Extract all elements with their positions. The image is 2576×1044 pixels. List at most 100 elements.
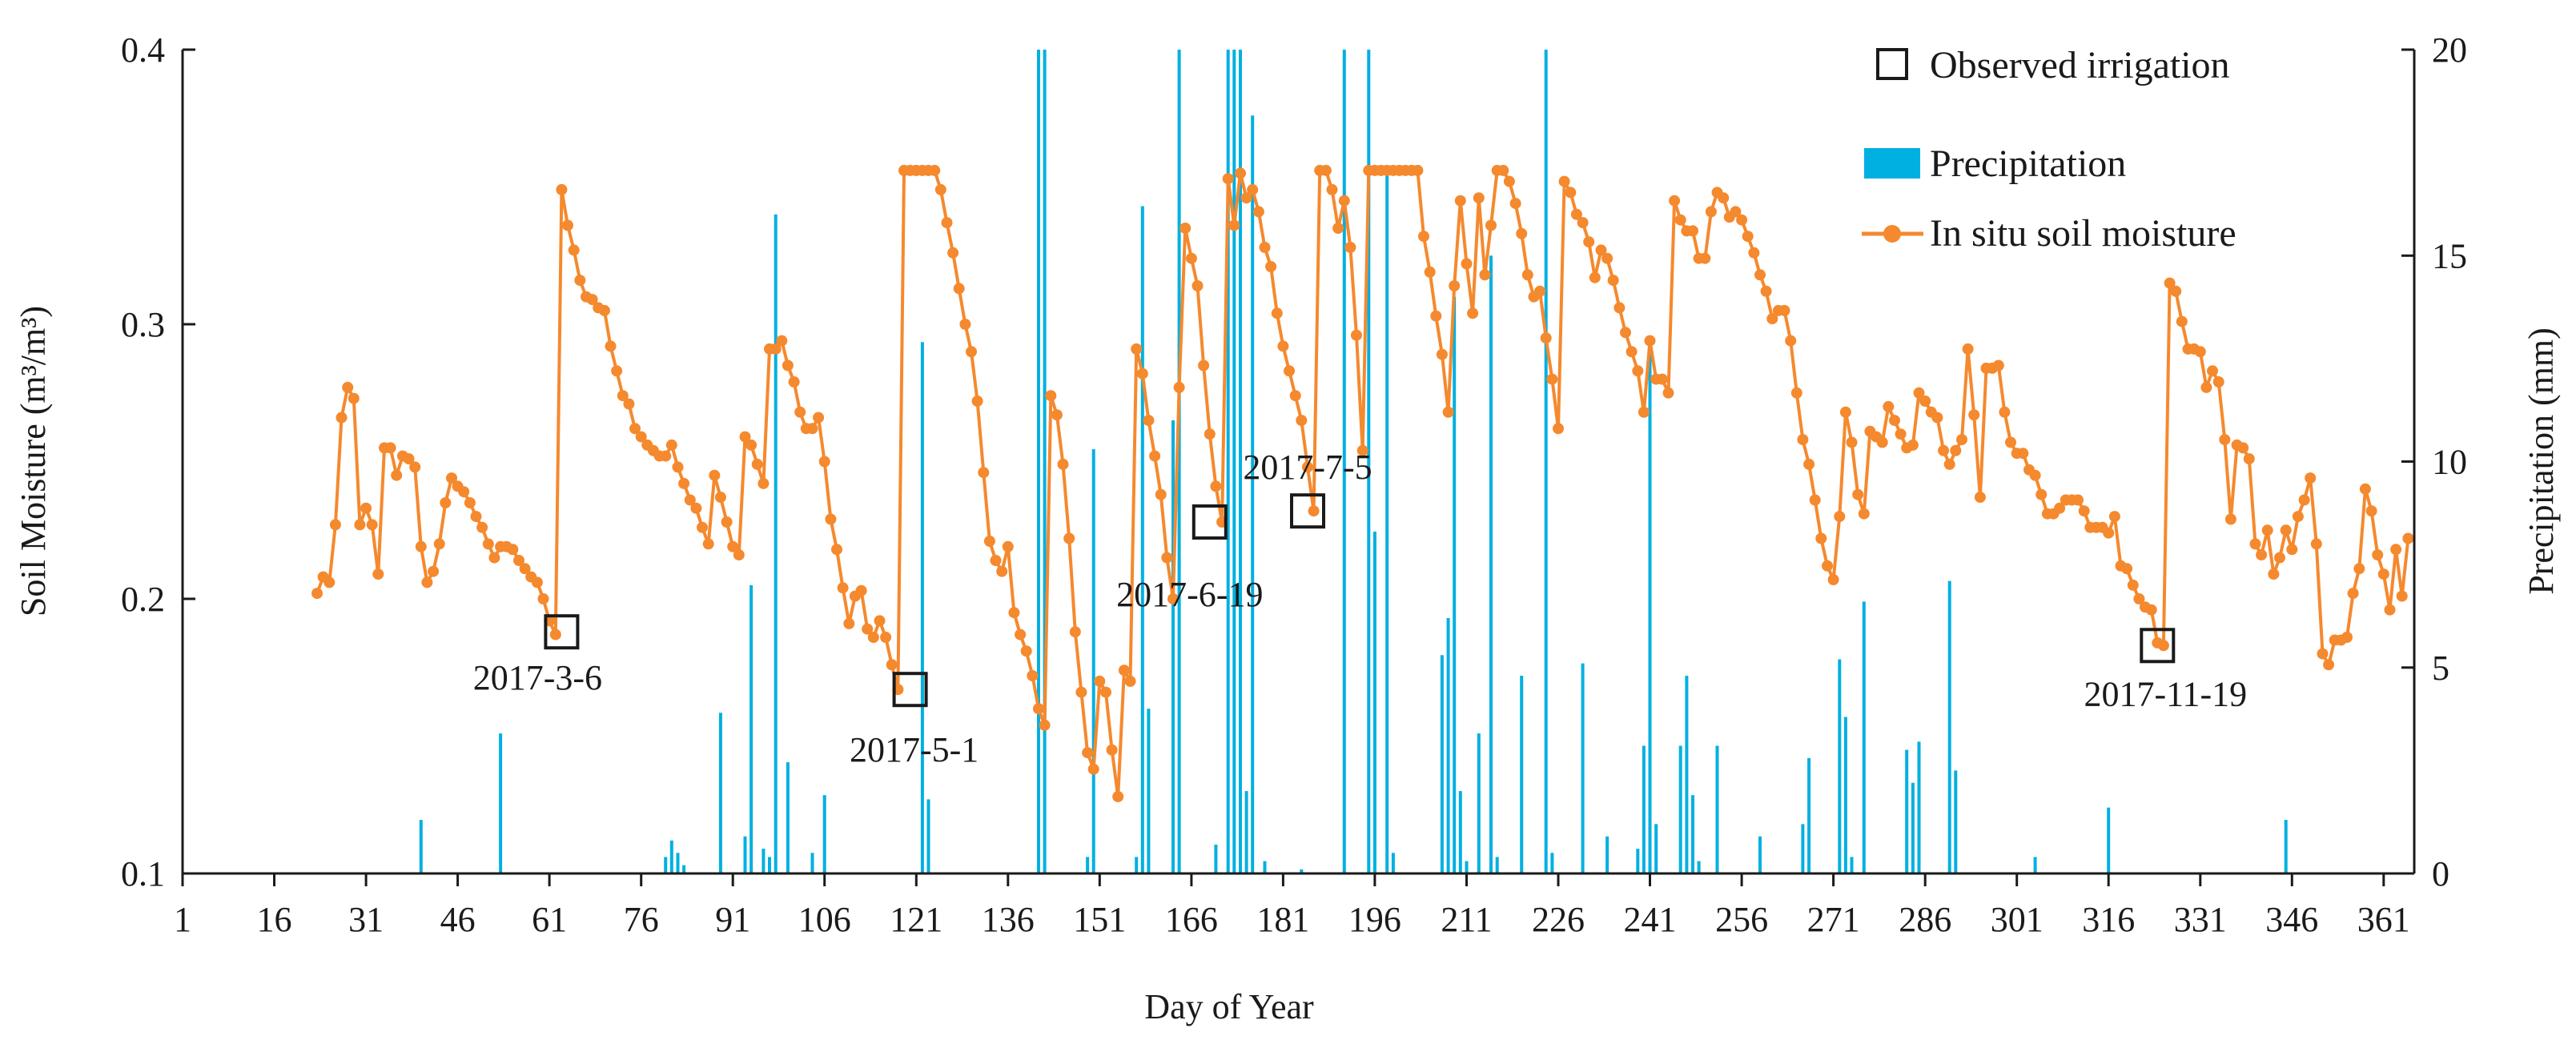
soil-moisture-point bbox=[446, 472, 457, 484]
soil-moisture-point bbox=[1069, 626, 1081, 638]
x-tick-label: 31 bbox=[348, 900, 384, 939]
soil-moisture-point bbox=[2359, 483, 2371, 495]
precipitation-bar bbox=[1214, 845, 1218, 873]
soil-moisture-point bbox=[1210, 480, 1222, 492]
soil-moisture-point bbox=[2261, 524, 2273, 536]
soil-moisture-point bbox=[1907, 439, 1919, 451]
soil-moisture-point bbox=[458, 486, 470, 498]
soil-moisture-point bbox=[855, 584, 867, 596]
soil-moisture-point bbox=[867, 632, 879, 643]
soil-moisture-point bbox=[794, 406, 806, 418]
soil-moisture-point bbox=[1534, 285, 1546, 297]
irrigation-markers: 2017-3-6 2017-5-1 2017-6-19 2017-7-5 2017-11… bbox=[473, 448, 2247, 769]
soil-moisture-point bbox=[1730, 206, 1742, 218]
soil-moisture-point bbox=[1424, 266, 1436, 278]
soil-moisture-point bbox=[2127, 579, 2139, 591]
soil-moisture-point bbox=[2384, 604, 2396, 616]
precipitation-bar bbox=[1140, 206, 1144, 873]
irrigation-label: 2017-6-19 bbox=[1116, 575, 1263, 614]
soil-moisture-point bbox=[311, 588, 323, 600]
precipitation-bar bbox=[1715, 745, 1719, 873]
x-tick-label: 61 bbox=[532, 900, 567, 939]
soil-moisture-point bbox=[1106, 744, 1118, 756]
soil-moisture-point bbox=[2396, 590, 2408, 602]
soil-moisture-point bbox=[1192, 280, 1204, 291]
soil-moisture-point bbox=[886, 659, 898, 671]
soil-moisture-point bbox=[1296, 415, 1308, 427]
soil-moisture-point bbox=[929, 164, 941, 176]
soil-moisture-point bbox=[1546, 373, 1558, 385]
soil-moisture-point bbox=[1479, 269, 1491, 281]
x-tick-label: 181 bbox=[1256, 900, 1309, 939]
soil-moisture-point bbox=[635, 431, 647, 443]
soil-moisture-point bbox=[1626, 346, 1638, 358]
soil-moisture-point bbox=[947, 247, 959, 259]
soil-moisture-point bbox=[953, 283, 965, 295]
soil-moisture-point bbox=[1876, 436, 1888, 448]
soil-moisture-point bbox=[1356, 444, 1368, 456]
soil-moisture-point bbox=[2121, 563, 2133, 575]
soil-moisture-point bbox=[1962, 343, 1974, 355]
precipitation-bar bbox=[1648, 338, 1652, 874]
soil-moisture-point bbox=[1118, 665, 1130, 677]
soil-moisture-point bbox=[1589, 271, 1601, 283]
soil-moisture-point bbox=[690, 502, 702, 514]
soil-moisture-point bbox=[1033, 703, 1044, 715]
soil-moisture-point bbox=[1699, 252, 1711, 264]
soil-moisture-point bbox=[1057, 458, 1069, 470]
soil-moisture-point bbox=[1326, 183, 1338, 195]
soil-moisture-point bbox=[354, 519, 366, 531]
soil-moisture-point bbox=[776, 335, 788, 347]
precipitation-bar bbox=[1091, 449, 1095, 873]
right-y-tick-label: 20 bbox=[2432, 30, 2467, 70]
soil-moisture-point bbox=[660, 450, 672, 462]
precipitation-bar bbox=[743, 836, 747, 873]
soil-moisture-point bbox=[1155, 488, 1167, 500]
soil-moisture-point bbox=[1846, 436, 1858, 448]
soil-moisture-point bbox=[476, 521, 488, 533]
soil-moisture-point bbox=[1607, 275, 1619, 287]
soil-moisture-point bbox=[1760, 285, 1772, 297]
soil-moisture-point bbox=[549, 628, 561, 640]
precipitation-bar bbox=[786, 762, 790, 873]
soil-moisture-point bbox=[1705, 206, 1717, 218]
soil-moisture-point bbox=[1674, 214, 1686, 226]
precipitation-bar bbox=[1477, 733, 1481, 873]
precipitation-bar bbox=[1544, 50, 1548, 873]
soil-moisture-point bbox=[2212, 376, 2224, 387]
soil-moisture-point bbox=[697, 521, 708, 533]
soil-moisture-point bbox=[1442, 406, 1454, 418]
soil-moisture-point bbox=[678, 477, 690, 489]
soil-moisture-point bbox=[709, 469, 721, 481]
precipitation-bar bbox=[1954, 770, 1958, 873]
precipitation-bar bbox=[1171, 420, 1175, 873]
precipitation-bar bbox=[1440, 655, 1444, 873]
irrigation-marker bbox=[544, 614, 580, 650]
soil-moisture-point bbox=[1565, 187, 1577, 199]
soil-moisture-point bbox=[488, 552, 500, 564]
soil-moisture-point bbox=[702, 538, 714, 550]
soil-moisture-point bbox=[971, 396, 983, 407]
soil-moisture-point bbox=[415, 540, 427, 552]
precipitation-bar bbox=[664, 857, 668, 873]
soil-moisture-point bbox=[1644, 335, 1656, 347]
soil-moisture-point bbox=[366, 519, 378, 531]
soil-moisture-point bbox=[2286, 544, 2298, 556]
irrigation-label: 2017-3-6 bbox=[473, 658, 602, 697]
soil-moisture-point bbox=[1595, 244, 1607, 256]
precipitation-bar bbox=[1838, 659, 1842, 873]
soil-moisture-point bbox=[1252, 206, 1264, 218]
x-tick-label: 166 bbox=[1165, 900, 1218, 939]
soil-moisture-point bbox=[1289, 390, 1301, 402]
precipitation-bar bbox=[1226, 50, 1230, 873]
soil-moisture-point bbox=[1614, 302, 1626, 314]
soil-moisture-point bbox=[1198, 359, 1210, 371]
soil-moisture-point bbox=[1718, 192, 1730, 204]
soil-moisture-point bbox=[1351, 329, 1362, 341]
x-tick-label: 331 bbox=[2174, 900, 2227, 939]
soil-moisture-point bbox=[1461, 258, 1473, 270]
soil-moisture-point bbox=[1082, 747, 1094, 759]
left-y-tick-label: 0.2 bbox=[121, 580, 165, 619]
soil-moisture-point bbox=[978, 467, 990, 479]
